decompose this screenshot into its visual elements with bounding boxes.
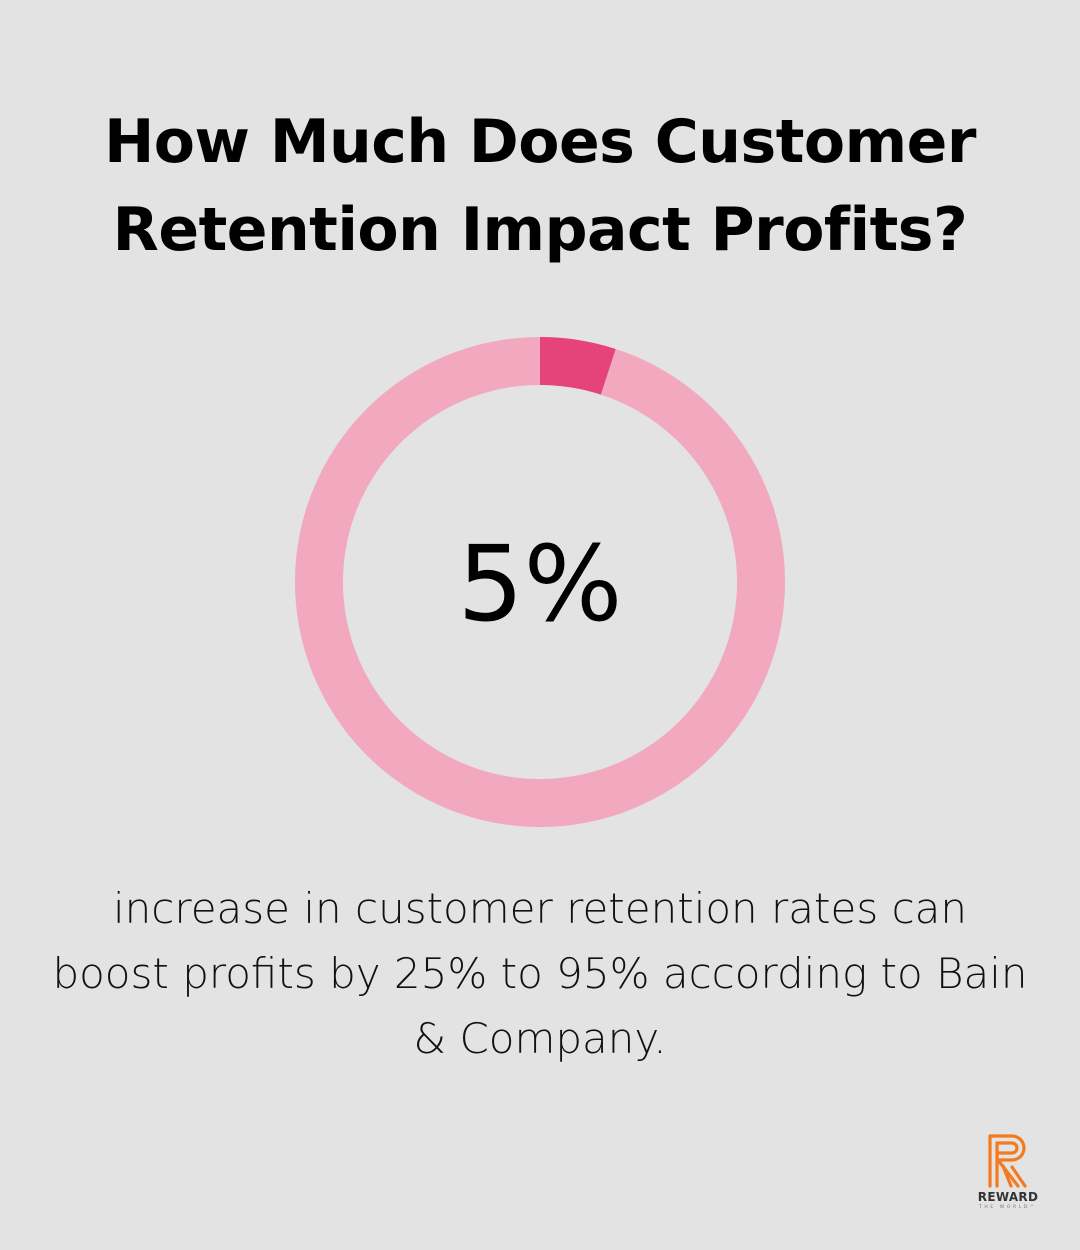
title-line-1: How Much Does Customer — [104, 107, 976, 177]
donut-chart-svg — [295, 337, 785, 827]
reward-logo: REWARD THE WORLD™ — [966, 1132, 1050, 1212]
donut-chart: 5% — [290, 332, 790, 832]
donut-value-slice — [540, 337, 616, 395]
chart-caption: increase in customer retention rates can… — [30, 876, 1050, 1071]
caption-line-1: increase in customer retention rates can — [112, 884, 968, 933]
caption-line-2: boost profits by 25% to 95% according to… — [52, 949, 1028, 998]
caption-line-3: & Company. — [413, 1014, 667, 1063]
logo-wordmark: REWARD — [977, 1190, 1039, 1204]
page-title: How Much Does Customer Retention Impact … — [0, 98, 1080, 274]
donut-center-value: 5% — [457, 523, 623, 645]
title-line-2: Retention Impact Profits? — [112, 195, 968, 265]
logo-tagline: THE WORLD™ — [979, 1205, 1037, 1210]
reward-r-logo-icon — [988, 1134, 1027, 1188]
